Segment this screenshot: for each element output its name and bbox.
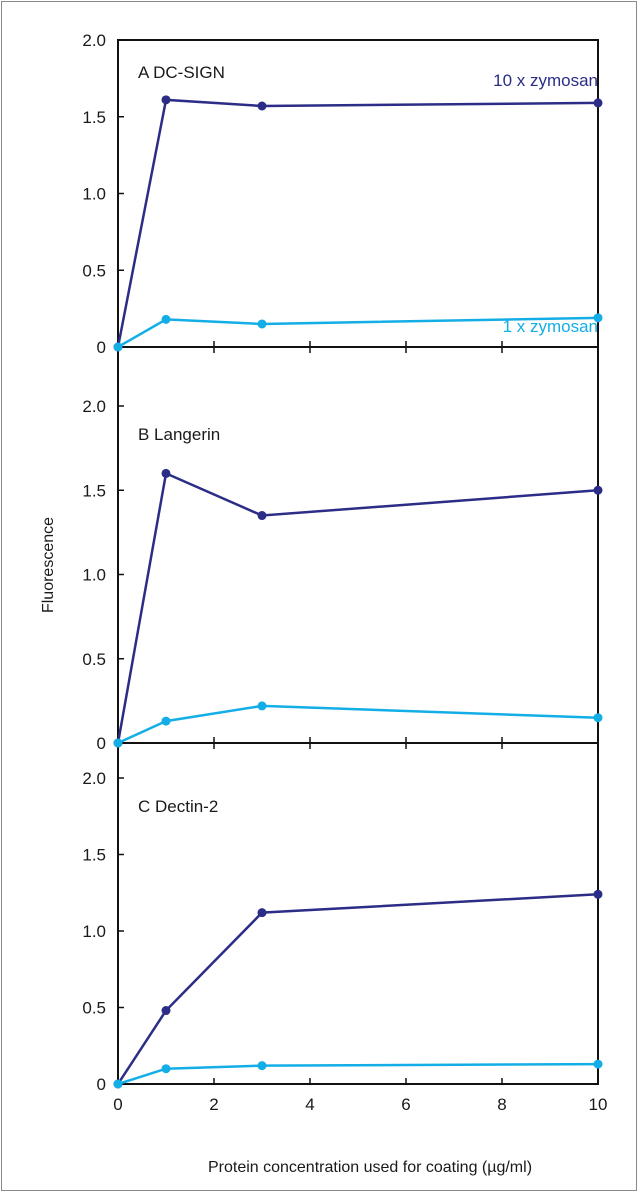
y-axis-title: Fluorescence xyxy=(40,517,57,613)
data-point-high xyxy=(257,101,267,111)
data-point-low xyxy=(113,1079,123,1089)
data-point-low xyxy=(257,1061,267,1071)
data-point-low xyxy=(113,738,123,748)
data-point-high xyxy=(161,1006,171,1016)
y-tick-label: 1.5 xyxy=(82,108,106,127)
data-point-low xyxy=(593,1059,603,1069)
data-point-high xyxy=(593,889,603,899)
data-point-high xyxy=(161,468,171,478)
data-point-low xyxy=(161,314,171,324)
series-line-high xyxy=(116,893,599,1085)
y-tick-label: 1.5 xyxy=(82,846,106,865)
y-tick-label: 1.0 xyxy=(82,185,106,204)
y-tick-label: 0.5 xyxy=(82,999,106,1018)
x-tick-label: 10 xyxy=(589,1095,608,1114)
y-tick-label: 0.5 xyxy=(82,261,106,280)
series-line-low xyxy=(117,316,599,349)
series-line-high xyxy=(116,98,599,348)
x-tick-label: 8 xyxy=(497,1095,506,1114)
data-point-low xyxy=(113,342,123,352)
series-label-high: 10 x zymosan xyxy=(493,71,598,90)
panel-frame xyxy=(117,742,599,1085)
x-tick-label: 4 xyxy=(305,1095,314,1114)
series-line-low xyxy=(117,704,599,745)
x-tick-label: 2 xyxy=(209,1095,218,1114)
y-tick-label: 2.0 xyxy=(82,769,106,788)
y-tick-label: 0 xyxy=(97,338,106,357)
axes-layer xyxy=(117,39,599,1085)
y-tick-label: 1.0 xyxy=(82,922,106,941)
x-axis-title: Protein concentration used for coating (… xyxy=(208,1159,532,1176)
x-tick-label: 6 xyxy=(401,1095,410,1114)
x-tick-label: 0 xyxy=(113,1095,122,1114)
y-tick-label: 0 xyxy=(97,734,106,753)
data-point-high xyxy=(593,485,603,495)
marks-layer xyxy=(113,95,603,1089)
series-line-low xyxy=(117,1062,599,1086)
series-line-high xyxy=(116,471,599,744)
panel-title: C Dectin-2 xyxy=(138,797,218,816)
data-point-high xyxy=(593,98,603,108)
y-tick-label: 2.0 xyxy=(82,397,106,416)
y-tick-label: 1.0 xyxy=(82,566,106,585)
data-point-low xyxy=(593,713,603,723)
y-tick-label: 1.5 xyxy=(82,481,106,500)
y-tick-label: 0 xyxy=(97,1075,106,1094)
y-tick-label: 0.5 xyxy=(82,650,106,669)
data-point-high xyxy=(257,908,267,918)
series-label-low: 1 x zymosan xyxy=(503,317,598,336)
panel-frame xyxy=(117,346,599,744)
data-point-low xyxy=(593,313,603,323)
data-point-high xyxy=(257,511,267,521)
panel-title: B Langerin xyxy=(138,425,220,444)
y-tick-label: 2.0 xyxy=(82,31,106,50)
data-point-high xyxy=(161,95,171,105)
panel-title: A DC-SIGN xyxy=(138,63,225,82)
data-point-low xyxy=(161,1064,171,1074)
data-point-low xyxy=(257,701,267,711)
text-layer: Fluorescence Protein concentration used … xyxy=(40,31,607,1176)
data-point-low xyxy=(161,716,171,726)
data-point-low xyxy=(257,319,267,329)
